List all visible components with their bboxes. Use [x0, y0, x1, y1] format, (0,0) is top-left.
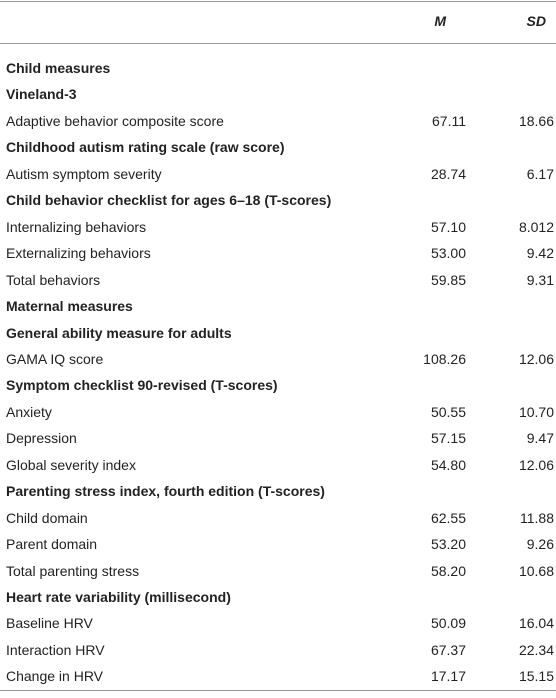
header-rule	[0, 43, 556, 44]
section-heading: General ability measure for adults	[6, 324, 232, 341]
sd-value: 9.26	[526, 536, 554, 553]
sd-value: 12.06	[518, 456, 554, 473]
section-heading: Heart rate variability (millisecond)	[6, 589, 231, 605]
row-label: Total behaviors	[6, 271, 101, 288]
section-heading: Vineland-3	[6, 86, 77, 103]
sd-value: 6.17	[526, 165, 554, 182]
row-label: Externalizing behaviors	[6, 245, 151, 262]
header-m: M	[434, 13, 446, 29]
sd-value: 15.15	[518, 668, 554, 685]
row-label: Internalizing behaviors	[6, 218, 147, 235]
top-rule	[0, 1, 556, 2]
section-heading: Child measures	[6, 60, 111, 76]
mean-value: 28.74	[430, 165, 466, 182]
mean-value: 59.85	[430, 271, 466, 288]
section-heading: Symptom checklist 90-revised (T-scores)	[6, 377, 278, 394]
section-heading: Parenting stress index, fourth edition (…	[6, 483, 325, 500]
row-label: Adaptive behavior composite score	[6, 112, 224, 129]
row-label: Change in HRV	[6, 668, 104, 685]
sd-value: 12.06	[518, 350, 554, 367]
row-label: Anxiety	[6, 403, 52, 420]
sd-value: 9.31	[526, 271, 554, 288]
row-label: Depression	[6, 430, 77, 447]
mean-value: 50.09	[430, 615, 466, 632]
row-label: Parent domain	[6, 536, 98, 553]
row-label: GAMA IQ score	[6, 350, 104, 367]
row-label: Global severity index	[6, 456, 136, 473]
mean-value: 57.10	[430, 218, 466, 235]
sd-value: 16.04	[518, 615, 554, 632]
mean-value: 50.55	[430, 403, 466, 420]
mean-value: 67.11	[432, 112, 466, 129]
mean-value: 108.26	[423, 350, 466, 367]
sd-value: 22.34	[518, 641, 554, 658]
mean-value: 57.15	[430, 430, 466, 447]
sd-value: 10.68	[518, 562, 554, 579]
mean-value: 53.20	[430, 536, 466, 553]
section-heading: Child behavior checklist for ages 6–18 (…	[6, 192, 332, 209]
mean-value: 58.20	[430, 562, 466, 579]
sd-value: 18.66	[518, 112, 554, 129]
row-label: Child domain	[6, 509, 88, 526]
header-sd: SD	[526, 13, 546, 29]
mean-value: 54.80	[430, 456, 466, 473]
sd-value: 9.47	[526, 430, 554, 447]
section-heading: Maternal measures	[6, 298, 133, 315]
bottom-rule	[0, 690, 556, 691]
mean-value: 17.17	[430, 668, 466, 685]
row-label: Total parenting stress	[6, 562, 140, 579]
section-heading: Childhood autism rating scale (raw score…	[6, 139, 285, 156]
mean-value: 53.00	[430, 245, 466, 262]
row-label: Baseline HRV	[6, 615, 93, 632]
mean-value: 67.37	[430, 641, 466, 658]
mean-value: 62.55	[430, 509, 466, 526]
sd-value: 9.42	[526, 245, 554, 262]
sd-value: 8.012	[518, 218, 554, 235]
row-label: Interaction HRV	[6, 641, 105, 658]
row-label: Autism symptom severity	[6, 165, 162, 182]
sd-value: 10.70	[518, 403, 554, 420]
sd-value: 11.88	[520, 509, 554, 526]
